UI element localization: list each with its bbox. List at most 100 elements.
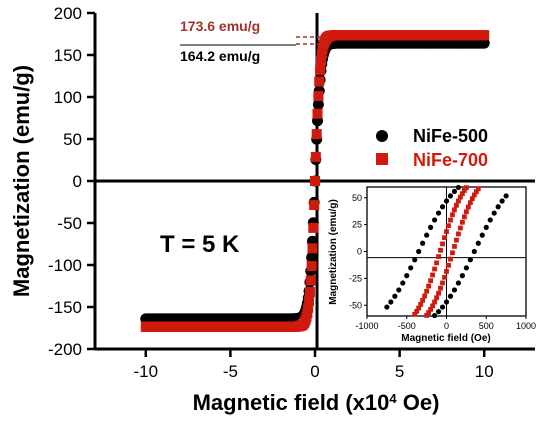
inset-point-nife-500 (451, 188, 458, 194)
inset-point-nife-500 (495, 204, 501, 210)
x-tick-label: 0 (310, 362, 319, 381)
inset-point-nife-700 (446, 223, 451, 229)
inset-point-nife-500 (416, 248, 422, 255)
legend-marker-nife500 (376, 130, 388, 142)
data-point-nife-700 (308, 222, 319, 233)
legend-marker-nife700 (376, 153, 388, 165)
inset-point-nife-700 (471, 192, 477, 198)
inset-point-nife-700 (436, 290, 441, 296)
data-point-nife-700 (306, 260, 317, 271)
inset-point-nife-700 (452, 244, 457, 249)
y-tick-label: -150 (48, 298, 82, 317)
x-tick-label: -5 (223, 362, 238, 381)
ms-annotation-nife700: 173.6 emu/g (180, 18, 260, 34)
x-axis-title: Magnetic field (x104 Oe) (193, 390, 440, 415)
data-point-nife-700 (479, 30, 490, 41)
data-point-nife-700 (310, 151, 321, 162)
inset-point-nife-700 (448, 256, 453, 262)
data-point-nife-700 (310, 176, 320, 186)
y-tick-label: -50 (57, 214, 82, 233)
inset-point-nife-700 (460, 219, 465, 225)
inset-point-nife-500 (471, 248, 477, 255)
inset-point-nife-500 (463, 265, 469, 271)
inset-point-nife-700 (461, 188, 467, 193)
data-point-nife-700 (307, 243, 318, 254)
inset-point-nife-700 (422, 293, 428, 299)
inset-point-nife-700 (432, 266, 437, 272)
inset-point-nife-500 (487, 217, 493, 223)
inset-point-nife-500 (412, 257, 418, 263)
inset-curves (384, 184, 509, 319)
temperature-label: T = 5 K (160, 231, 240, 258)
inset-y-title: Magnetization (emu/g) (328, 199, 339, 305)
inset-point-nife-500 (400, 280, 406, 286)
inset-point-nife-700 (442, 235, 447, 241)
inset-point-nife-700 (475, 186, 481, 192)
main-curves (140, 30, 490, 332)
inset-point-nife-700 (442, 274, 447, 280)
inset-point-nife-700 (461, 214, 467, 220)
inset-point-nife-700 (444, 269, 449, 274)
data-point-nife-700 (316, 49, 327, 60)
x-tick-label: 5 (395, 362, 404, 381)
ms-annotation-nife500: 164.2 emu/g (180, 48, 260, 64)
data-point-nife-700 (315, 55, 326, 66)
inset-point-nife-500 (451, 287, 458, 293)
inset-point-nife-700 (426, 310, 432, 315)
inset-point-nife-500 (447, 293, 454, 299)
x-axis-title-text: Magnetic field (x104 Oe) (193, 390, 440, 415)
y-tick-label: -200 (48, 340, 82, 359)
inset-point-nife-700 (436, 254, 441, 259)
inset-point-nife-700 (438, 285, 443, 291)
inset-point-nife-500 (483, 224, 489, 230)
inset-point-nife-700 (434, 260, 439, 266)
inset-point-nife-500 (447, 193, 454, 199)
y-tick-label: 200 (54, 4, 82, 23)
inset-x-tick-label: -500 (398, 321, 416, 331)
inset-point-nife-700 (440, 280, 445, 286)
inset-point-nife-500 (431, 312, 438, 319)
inset-y-tick-label: -25 (349, 273, 362, 283)
inset-point-nife-700 (463, 185, 469, 191)
inset-point-nife-700 (465, 204, 471, 210)
data-point-nife-700 (303, 302, 314, 313)
y-tick-label: 0 (73, 172, 82, 191)
inset-point-nife-500 (455, 184, 462, 191)
data-point-nife-700 (314, 76, 325, 87)
inset-point-nife-700 (444, 229, 449, 234)
inset-point-nife-500 (439, 304, 446, 310)
inset-point-nife-700 (450, 250, 455, 256)
inset-point-nife-700 (416, 305, 422, 311)
inset-x-title: Magnetic field (Oe) (401, 333, 490, 344)
inset-plot: -1000 -500 0 500 1000 -50 -25 0 25 50 Magnetic fi… (328, 184, 536, 344)
inset-point-nife-700 (467, 200, 473, 206)
inset-point-nife-700 (473, 189, 479, 195)
inset-point-nife-500 (424, 232, 430, 238)
data-point-nife-700 (313, 91, 324, 102)
inset-point-nife-500 (431, 217, 438, 223)
inset-point-nife-500 (388, 299, 394, 305)
data-point-nife-700 (302, 307, 313, 318)
inset-point-nife-700 (456, 231, 461, 237)
inset-point-nife-500 (428, 224, 434, 230)
inset-point-nife-700 (454, 202, 459, 208)
y-tick-label: 50 (63, 130, 82, 149)
inset-x-tick-label: -1000 (355, 321, 378, 331)
inset-point-nife-500 (475, 240, 481, 246)
inset-x-tick-label: 1000 (516, 321, 536, 331)
y-axis-title: Magnetization (emu/g) (9, 65, 34, 297)
inset-y-tick-label: -50 (349, 300, 362, 310)
inset-point-nife-500 (404, 273, 410, 279)
inset-x-tick-label: 500 (479, 321, 494, 331)
inset-point-nife-500 (439, 204, 446, 210)
inset-point-nife-500 (455, 280, 462, 286)
inset-point-nife-700 (428, 306, 433, 312)
data-point-nife-700 (304, 296, 315, 307)
data-point-nife-500 (312, 99, 324, 111)
inset-y-tick-label: 50 (352, 193, 362, 203)
legend-label-nife500: NiFe-500 (413, 126, 488, 146)
inset-point-nife-500 (443, 198, 450, 204)
inset-point-nife-500 (479, 232, 485, 238)
inset-point-nife-500 (435, 309, 442, 315)
